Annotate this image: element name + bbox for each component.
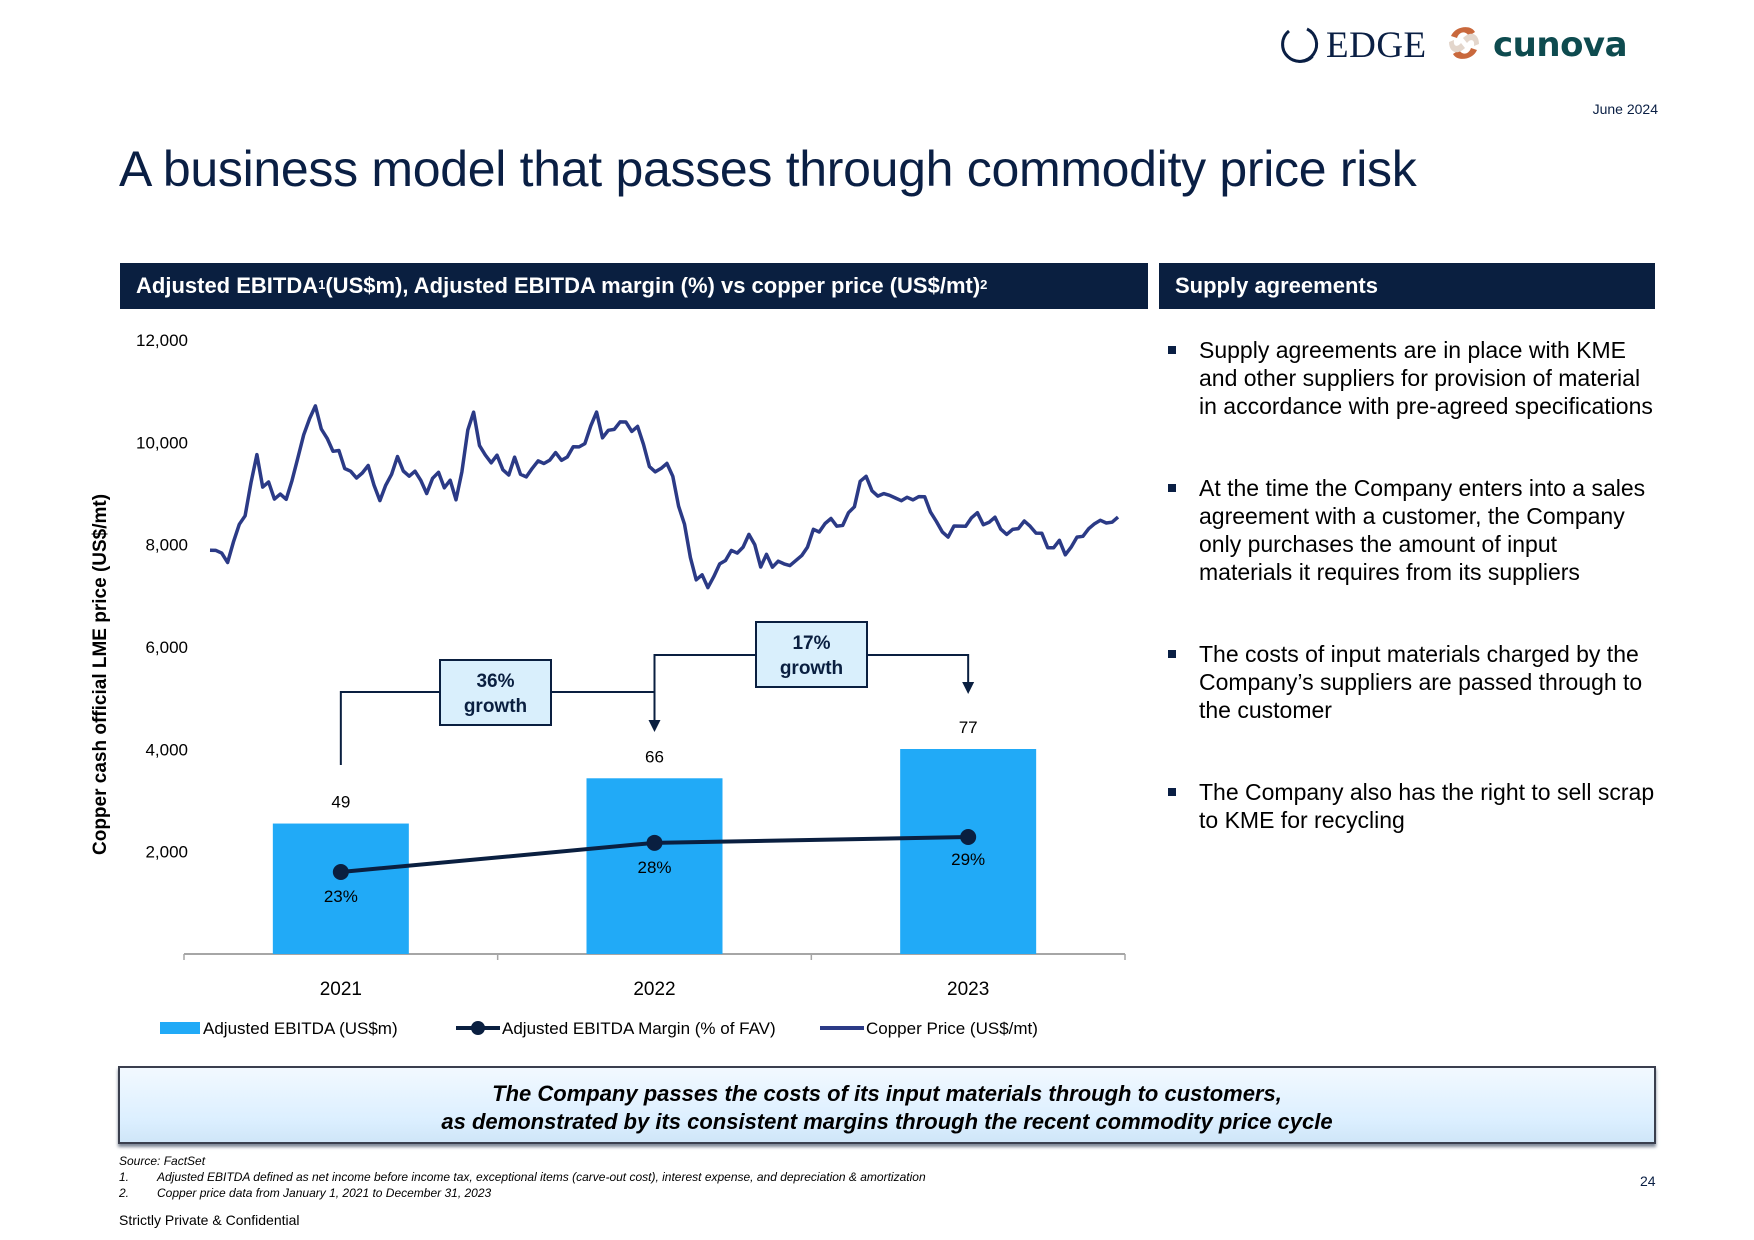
footnote-ref-2: 2 (980, 276, 988, 292)
legend-label-copper: Copper Price (US$/mt) (866, 1019, 1038, 1038)
conclusion-line-1: The Company passes the costs of its inpu… (492, 1081, 1282, 1106)
arrow-down-icon (962, 682, 975, 694)
legend-marker-margin (471, 1021, 485, 1035)
conclusion-line-2: as demonstrated by its consistent margin… (441, 1109, 1333, 1134)
x-tick-label: 2023 (947, 979, 989, 1000)
page-number: 24 (1640, 1173, 1656, 1189)
bullet-square-icon (1168, 650, 1176, 658)
ebitda-margin-point (960, 829, 977, 845)
edge-logo: EDGE (1280, 24, 1427, 66)
bullet-square-icon (1168, 484, 1176, 492)
legend-label-margin: Adjusted EBITDA Margin (% of FAV) (502, 1019, 776, 1038)
bullet-square-icon (1168, 346, 1176, 354)
legend-swatch-ebitda (160, 1022, 200, 1034)
document-date: June 2024 (1592, 101, 1658, 117)
footnote-1: 1. Adjusted EBITDA defined as net income … (119, 1170, 926, 1184)
ebitda-bar (272, 823, 409, 954)
chart-section-header: Adjusted EBITDA 1 (US$m), Adjusted EBITDA… (120, 263, 1148, 309)
footnote-number: 1. (119, 1170, 130, 1184)
bullet-item: Supply agreements are in place with KME … (1165, 336, 1655, 420)
bullet-item: The Company also has the right to sell s… (1165, 778, 1655, 834)
supply-section-header: Supply agreements (1159, 263, 1655, 309)
y-tick-label: 6,000 (145, 638, 188, 657)
page-title: A business model that passes through com… (119, 141, 1417, 197)
ebitda-margin-label: 23% (324, 887, 358, 906)
y-tick-label: 8,000 (145, 536, 188, 555)
ebitda-margin-label: 29% (951, 850, 985, 869)
y-tick-label: 4,000 (145, 740, 188, 759)
footnote-ref-1: 1 (318, 276, 326, 292)
bullet-text: The Company also has the right to sell s… (1199, 779, 1655, 833)
footnote-number: 2. (119, 1186, 130, 1200)
chart-header-text-a: Adjusted EBITDA (136, 273, 319, 298)
ebitda-margin-point (332, 864, 349, 880)
legend-label-ebitda: Adjusted EBITDA (US$m) (203, 1019, 398, 1038)
growth-callout-box (755, 621, 868, 688)
growth-callout-label: growth (464, 696, 527, 717)
bullet-text: Supply agreements are in place with KME … (1199, 337, 1653, 419)
edge-ring-icon (1280, 25, 1320, 65)
bullet-text: At the time the Company enters into a sa… (1199, 475, 1646, 585)
ebitda-bar (900, 749, 1037, 954)
supply-bullet-list: Supply agreements are in place with KME … (1165, 336, 1655, 834)
bullet-item: The costs of input materials charged by … (1165, 640, 1655, 724)
cunova-mark-icon (1443, 22, 1485, 69)
ebitda-bar-label: 49 (331, 793, 350, 812)
confidential-label: Strictly Private & Confidential (119, 1212, 300, 1228)
footnote-text: Adjusted EBITDA defined as net income be… (157, 1170, 926, 1184)
footnote-text: Copper price data from January 1, 2021 t… (157, 1186, 492, 1200)
edge-logo-text: EDGE (1326, 24, 1427, 66)
source-note: Source: FactSet (119, 1154, 206, 1168)
conclusion-callout: The Company passes the costs of its inpu… (118, 1066, 1656, 1144)
x-tick-label: 2022 (633, 979, 675, 1000)
ebitda-margin-point (646, 834, 663, 851)
ebitda-margin-label: 28% (637, 858, 671, 877)
arrow-down-icon (648, 720, 661, 732)
y-tick-label: 2,000 (145, 843, 188, 862)
bullet-text: The costs of input materials charged by … (1199, 641, 1643, 723)
y-tick-label: 10,000 (136, 433, 188, 452)
footnote-2: 2. Copper price data from January 1, 2021… (119, 1186, 491, 1200)
cunova-logo-text: cunova (1493, 25, 1628, 65)
bullet-square-icon (1168, 788, 1176, 796)
chart-header-text-b: (US$m), Adjusted EBITDA margin (%) vs co… (325, 273, 981, 298)
bullet-item: At the time the Company enters into a sa… (1165, 474, 1655, 586)
x-tick-label: 2021 (320, 979, 362, 1000)
ebitda-bar (586, 778, 723, 954)
growth-callout-label: growth (780, 658, 843, 679)
growth-callout-box (439, 659, 552, 726)
ebitda-bar-label: 66 (645, 747, 664, 766)
ebitda-bar-label: 77 (959, 718, 978, 737)
growth-callout-value: 17% (792, 633, 830, 654)
cunova-logo: cunova (1443, 22, 1628, 69)
copper-price-line (209, 404, 1120, 590)
growth-callout-value: 36% (476, 671, 514, 692)
y-tick-label: 12,000 (136, 331, 188, 350)
